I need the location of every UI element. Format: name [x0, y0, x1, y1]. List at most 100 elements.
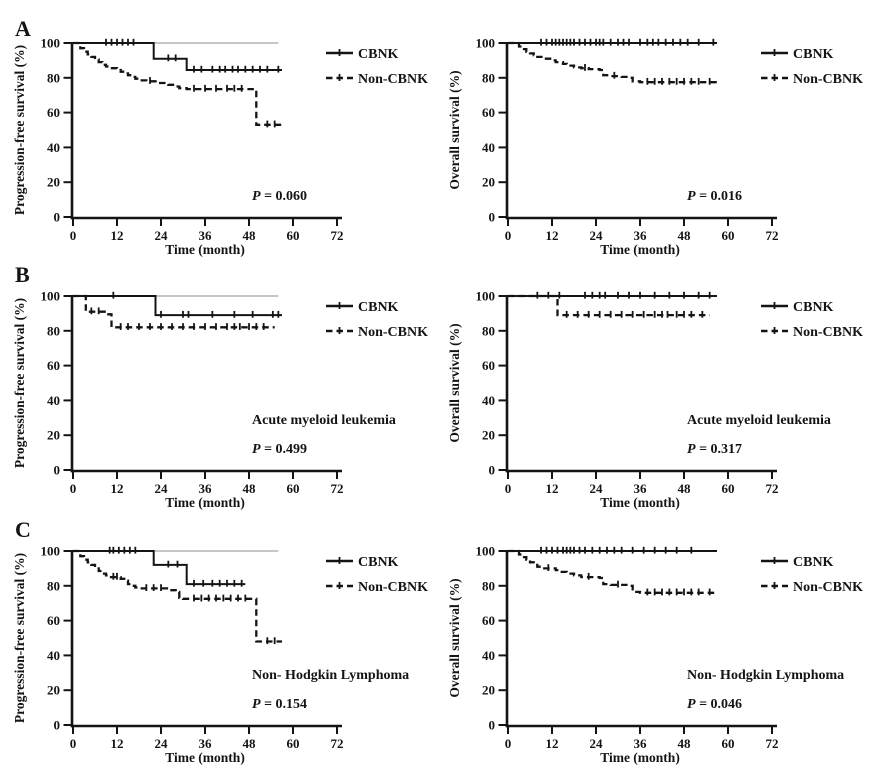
y-tick-label: 60: [482, 613, 495, 628]
p-value: P = 0.016: [687, 189, 742, 204]
x-axis-title: Time (month): [600, 242, 680, 257]
x-tick-label: 24: [155, 228, 169, 243]
disease-annotation: Acute myeloid leukemia: [252, 413, 396, 428]
x-tick-label: 12: [546, 736, 559, 751]
y-axis-title: Progression-free survival (%): [12, 553, 27, 723]
y-tick-label: 40: [47, 648, 60, 663]
legend-label-cbnk: CBNK: [358, 47, 399, 62]
y-axis-title: Overall survival (%): [447, 70, 462, 189]
x-tick-label: 24: [590, 228, 604, 243]
kaplan-meier-plot: 0 20 40 60 80 100 0 12 24 36 48 60 72 Time (month) Pro…: [12, 36, 428, 258]
x-tick-label: 60: [287, 481, 300, 496]
legend-label-non-cbnk: Non-CBNK: [358, 72, 428, 87]
y-tick-label: 100: [41, 289, 61, 304]
series-line-cbnk: [73, 550, 246, 586]
x-tick-label: 24: [590, 481, 604, 496]
x-tick-label: 60: [722, 228, 735, 243]
panel-letter-c: C: [15, 517, 31, 542]
x-tick-label: 48: [243, 228, 257, 243]
x-tick-label: 24: [590, 736, 604, 751]
y-tick-label: 80: [47, 578, 60, 593]
series-line-cbnk: [73, 295, 282, 317]
y-axis-title: Progression-free survival (%): [12, 298, 27, 468]
disease-annotation: Non- Hodgkin Lymphoma: [252, 668, 409, 683]
x-tick-label: 60: [287, 228, 300, 243]
panel-letter-b: B: [15, 262, 30, 287]
x-tick-label: 36: [634, 481, 648, 496]
p-value: P = 0.499: [252, 442, 307, 457]
x-axis-title: Time (month): [600, 750, 680, 765]
disease-annotation: Acute myeloid leukemia: [687, 413, 831, 428]
y-tick-label: 60: [47, 613, 60, 628]
x-tick-label: 72: [331, 481, 344, 496]
chart-panel-a-progression-free-survival: 0 20 40 60 80 100 0 12 24 36 48 60 72 Time (month) Pro…: [0, 0, 435, 262]
y-tick-label: 100: [41, 36, 61, 51]
chart-panel-c-overall-survival: 0 20 40 60 80 100 0 12 24 36 48 60 72 Time (month) Ove…: [435, 508, 870, 770]
series-line-non-cbnk: [73, 549, 282, 643]
y-axis-title: Progression-free survival (%): [12, 45, 27, 215]
x-tick-label: 48: [243, 736, 257, 751]
x-tick-label: 12: [546, 228, 559, 243]
x-tick-label: 0: [70, 228, 77, 243]
p-value: P = 0.317: [687, 442, 742, 457]
legend-label-cbnk: CBNK: [358, 300, 399, 315]
p-value: P = 0.046: [687, 697, 742, 712]
x-tick-label: 0: [70, 481, 77, 496]
y-tick-label: 80: [482, 578, 495, 593]
legend-label-cbnk: CBNK: [358, 555, 399, 570]
legend-label-non-cbnk: Non-CBNK: [793, 325, 863, 340]
y-tick-label: 80: [482, 323, 495, 338]
y-tick-label: 20: [482, 683, 495, 698]
y-tick-label: 80: [47, 70, 60, 85]
x-tick-label: 12: [111, 228, 124, 243]
x-axis-title: Time (month): [600, 495, 680, 510]
y-tick-label: 0: [54, 718, 61, 733]
x-tick-label: 36: [199, 481, 213, 496]
y-axis-title: Overall survival (%): [447, 323, 462, 442]
legend-label-non-cbnk: Non-CBNK: [358, 325, 428, 340]
y-tick-label: 60: [47, 358, 60, 373]
y-tick-label: 20: [482, 175, 495, 190]
x-tick-label: 72: [331, 228, 344, 243]
x-tick-label: 72: [766, 228, 779, 243]
x-tick-label: 72: [766, 481, 779, 496]
x-tick-label: 72: [331, 736, 344, 751]
x-tick-label: 60: [287, 736, 300, 751]
y-tick-label: 20: [47, 683, 60, 698]
chart-panel-a-overall-survival: 0 20 40 60 80 100 0 12 24 36 48 60 72 Time (month) Ove…: [435, 0, 870, 262]
x-tick-label: 72: [766, 736, 779, 751]
x-tick-label: 24: [155, 481, 169, 496]
y-tick-label: 100: [476, 289, 496, 304]
y-tick-label: 0: [489, 210, 496, 225]
series-line-non-cbnk: [508, 41, 717, 84]
chart-panel-b-progression-free-survival: 0 20 40 60 80 100 0 12 24 36 48 60 72 Time (month) Pro…: [0, 253, 435, 515]
x-tick-label: 36: [634, 228, 648, 243]
x-tick-label: 12: [546, 481, 559, 496]
x-tick-label: 60: [722, 736, 735, 751]
x-tick-label: 48: [678, 736, 692, 751]
y-tick-label: 100: [476, 544, 496, 559]
series-line-cbnk: [73, 42, 282, 71]
y-tick-label: 100: [41, 544, 61, 559]
p-value: P = 0.154: [252, 697, 307, 712]
y-tick-label: 80: [482, 70, 495, 85]
chart-panel-b-overall-survival: 0 20 40 60 80 100 0 12 24 36 48 60 72 Time (month) Ove…: [435, 253, 870, 515]
x-tick-label: 0: [505, 481, 512, 496]
legend-label-cbnk: CBNK: [793, 300, 834, 315]
p-value: P = 0.060: [252, 189, 307, 204]
panel-letter-a: A: [15, 16, 31, 41]
x-tick-label: 36: [199, 736, 213, 751]
x-tick-label: 0: [70, 736, 77, 751]
x-axis-title: Time (month): [165, 750, 245, 765]
y-tick-label: 20: [47, 175, 60, 190]
y-tick-label: 40: [482, 648, 495, 663]
x-tick-label: 60: [722, 481, 735, 496]
x-axis-title: Time (month): [165, 242, 245, 257]
y-tick-label: 0: [489, 718, 496, 733]
y-tick-label: 60: [482, 358, 495, 373]
y-axis-title: Overall survival (%): [447, 578, 462, 697]
x-tick-label: 48: [678, 481, 692, 496]
x-tick-label: 0: [505, 228, 512, 243]
y-tick-label: 40: [47, 140, 60, 155]
